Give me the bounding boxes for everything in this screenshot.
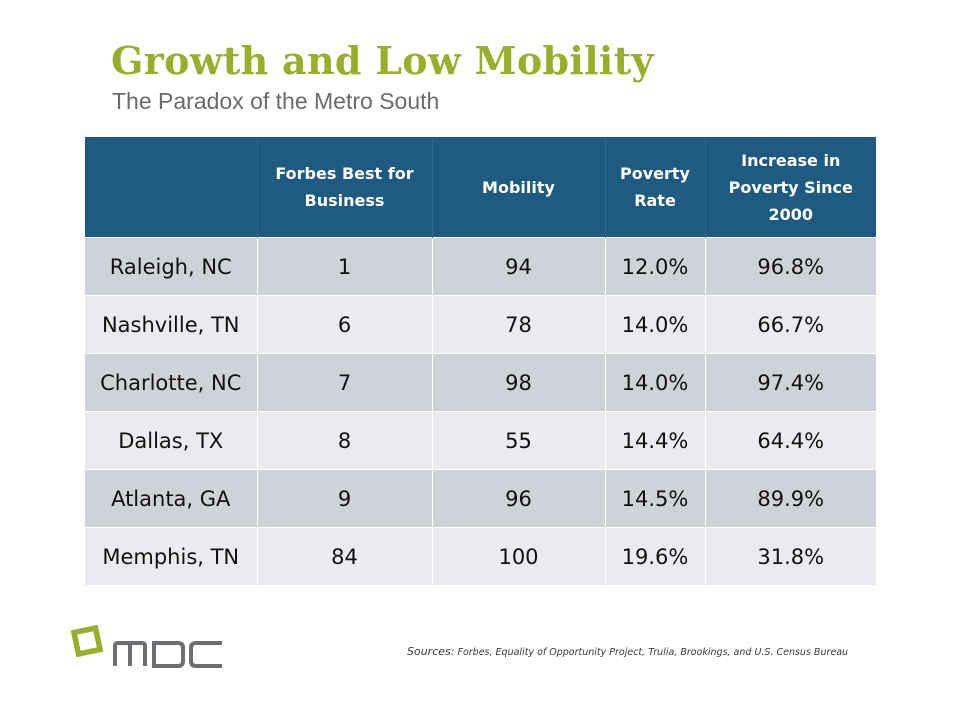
cell-poverty-rate: 14.5%	[605, 469, 706, 528]
table-row: Dallas, TX 8 55 14.4% 64.4%	[85, 411, 876, 470]
cell-poverty-rate: 14.0%	[605, 295, 706, 354]
sources-note: Sources: Forbes, Equality of Opportunity…	[407, 645, 848, 658]
mdc-logo-mark-icon	[70, 624, 104, 658]
cell-city: Nashville, TN	[85, 295, 258, 354]
header-poverty-increase: Increase in Poverty Since 2000	[705, 137, 876, 238]
table-row: Raleigh, NC 1 94 12.0% 96.8%	[85, 237, 876, 296]
cell-poverty-increase: 96.8%	[705, 237, 876, 296]
cell-city: Charlotte, NC	[85, 353, 258, 412]
cell-poverty-rate: 14.4%	[605, 411, 706, 470]
table-row: Nashville, TN 6 78 14.0% 66.7%	[85, 295, 876, 354]
table-row: Atlanta, GA 9 96 14.5% 89.9%	[85, 469, 876, 528]
cell-city: Memphis, TN	[85, 527, 258, 585]
cell-mobility: 96	[432, 469, 606, 528]
metro-table: Forbes Best for Business Mobility Povert…	[85, 137, 876, 585]
slide-title: Growth and Low Mobility	[111, 38, 654, 83]
cell-city: Raleigh, NC	[85, 237, 258, 296]
cell-poverty-increase: 97.4%	[705, 353, 876, 412]
cell-poverty-rate: 19.6%	[605, 527, 706, 585]
cell-mobility: 94	[432, 237, 606, 296]
cell-mobility: 78	[432, 295, 606, 354]
header-forbes: Forbes Best for Business	[257, 137, 433, 238]
cell-poverty-increase: 64.4%	[705, 411, 876, 470]
header-city	[85, 137, 258, 238]
cell-forbes: 8	[257, 411, 433, 470]
header-poverty-rate: Poverty Rate	[605, 137, 706, 238]
cell-forbes: 9	[257, 469, 433, 528]
cell-poverty-rate: 12.0%	[605, 237, 706, 296]
cell-mobility: 55	[432, 411, 606, 470]
cell-forbes: 84	[257, 527, 433, 585]
table-header-row: Forbes Best for Business Mobility Povert…	[85, 137, 876, 238]
mdc-wordmark-logo	[113, 641, 222, 668]
cell-city: Atlanta, GA	[85, 469, 258, 528]
sources-label: Sources:	[407, 645, 455, 658]
cell-poverty-increase: 66.7%	[705, 295, 876, 354]
cell-mobility: 98	[432, 353, 606, 412]
cell-forbes: 6	[257, 295, 433, 354]
cell-mobility: 100	[432, 527, 606, 585]
header-mobility: Mobility	[432, 137, 606, 238]
table-row: Memphis, TN 84 100 19.6% 31.8%	[85, 527, 876, 585]
cell-forbes: 1	[257, 237, 433, 296]
table-row: Charlotte, NC 7 98 14.0% 97.4%	[85, 353, 876, 412]
cell-city: Dallas, TX	[85, 411, 258, 470]
cell-forbes: 7	[257, 353, 433, 412]
cell-poverty-rate: 14.0%	[605, 353, 706, 412]
cell-poverty-increase: 31.8%	[705, 527, 876, 585]
slide-subtitle: The Paradox of the Metro South	[112, 88, 440, 114]
cell-poverty-increase: 89.9%	[705, 469, 876, 528]
sources-text: Forbes, Equality of Opportunity Project,…	[457, 647, 849, 658]
